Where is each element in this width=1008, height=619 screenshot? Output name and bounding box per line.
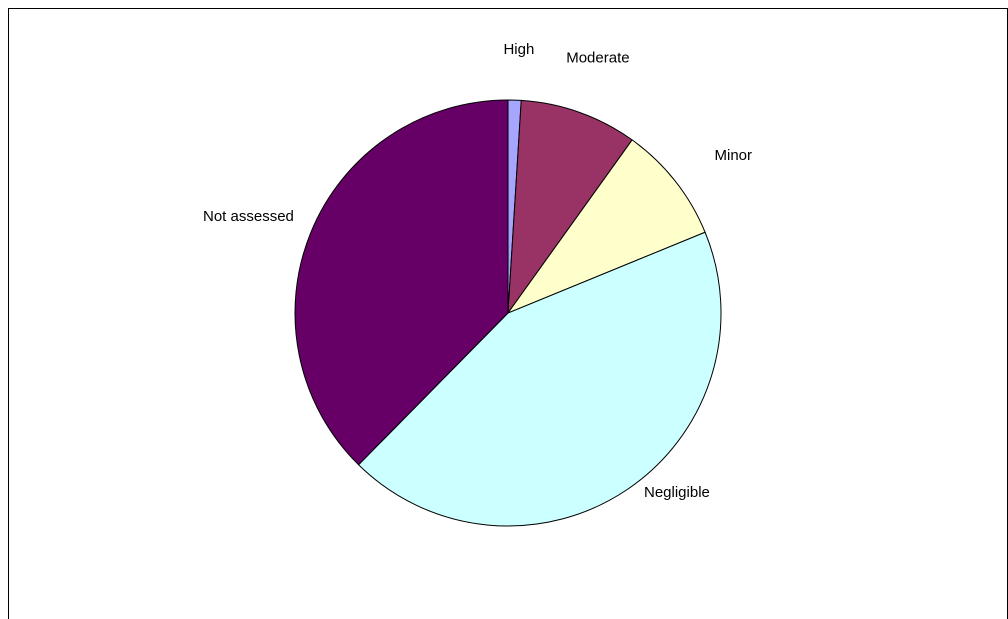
pie-slice-minor: [507, 139, 706, 314]
pie-label-minor: Minor: [715, 147, 753, 164]
pie-label-high: High: [503, 41, 534, 58]
pie-slices: [294, 99, 722, 527]
pie-label-moderate: Moderate: [566, 50, 629, 67]
pie-label-negligible: Negligible: [644, 484, 710, 501]
pie-label-not-assessed: Not assessed: [203, 208, 294, 225]
pie-slice-not-assessed: [294, 99, 509, 466]
pie-slice-moderate: [507, 99, 633, 314]
pie-labels: High Moderate Minor Negligible Not assessed: [203, 41, 752, 501]
pie-slice-negligible: [358, 231, 722, 527]
